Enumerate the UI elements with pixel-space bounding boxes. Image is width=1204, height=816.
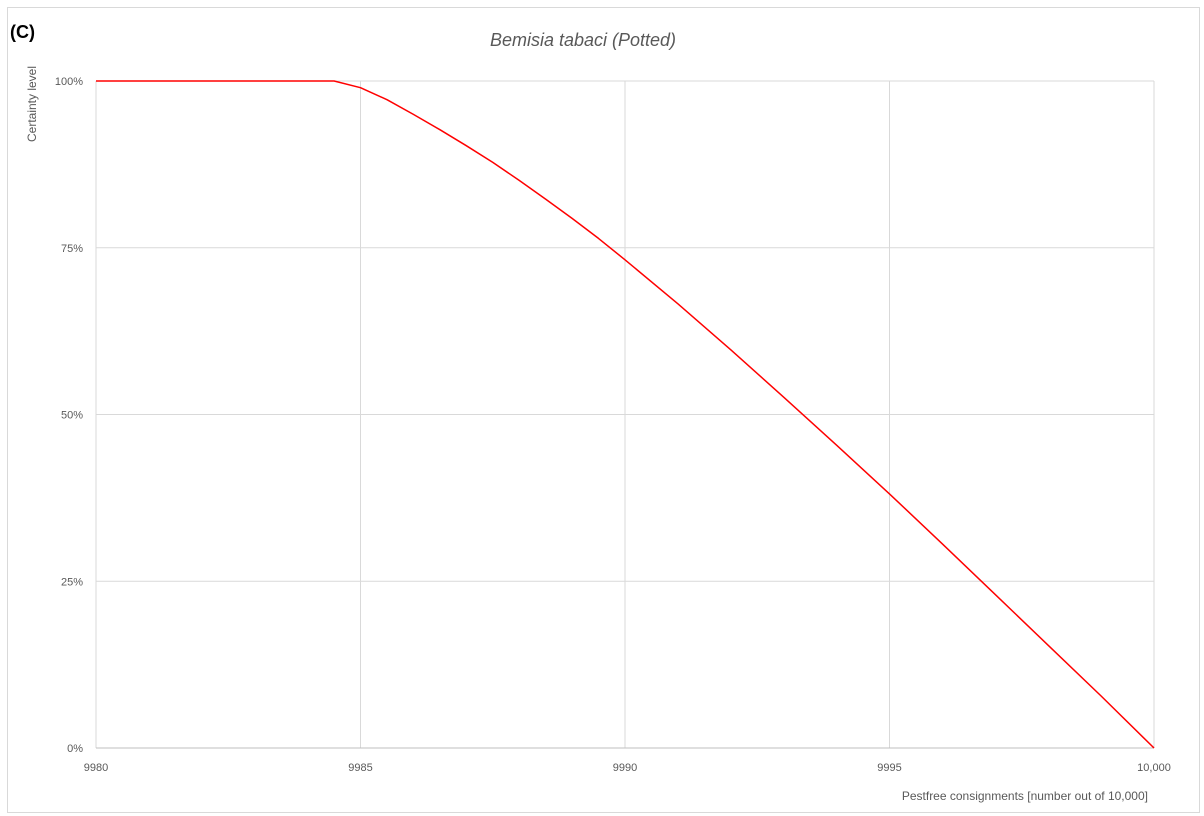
- x-tick-label: 9980: [84, 762, 108, 774]
- y-tick-label: 75%: [61, 243, 83, 255]
- y-tick-label: 50%: [61, 410, 83, 422]
- y-axis-label: Certainty level: [25, 66, 39, 142]
- y-axis-ticks: 0% 25% 50% 75% 100%: [55, 76, 83, 755]
- x-tick-label: 9985: [348, 762, 372, 774]
- x-tick-label: 9990: [613, 762, 637, 774]
- x-tick-label: 9995: [877, 762, 901, 774]
- y-tick-label: 25%: [61, 576, 83, 588]
- chart-title: Bemisia tabaci (Potted): [490, 30, 676, 50]
- x-tick-label: 10,000: [1137, 762, 1171, 774]
- y-tick-label: 100%: [55, 76, 83, 88]
- panel-label: (C): [10, 22, 35, 42]
- y-tick-label: 0%: [67, 743, 83, 755]
- gridlines: [95, 80, 1155, 748]
- x-axis-ticks: 9980 9985 9990 9995 10,000: [84, 762, 1171, 774]
- x-axis-label: Pestfree consignments [number out of 10,…: [902, 789, 1148, 803]
- chart-frame: [7, 7, 1200, 813]
- series-line: [96, 80, 1155, 749]
- series-group: [96, 80, 1155, 749]
